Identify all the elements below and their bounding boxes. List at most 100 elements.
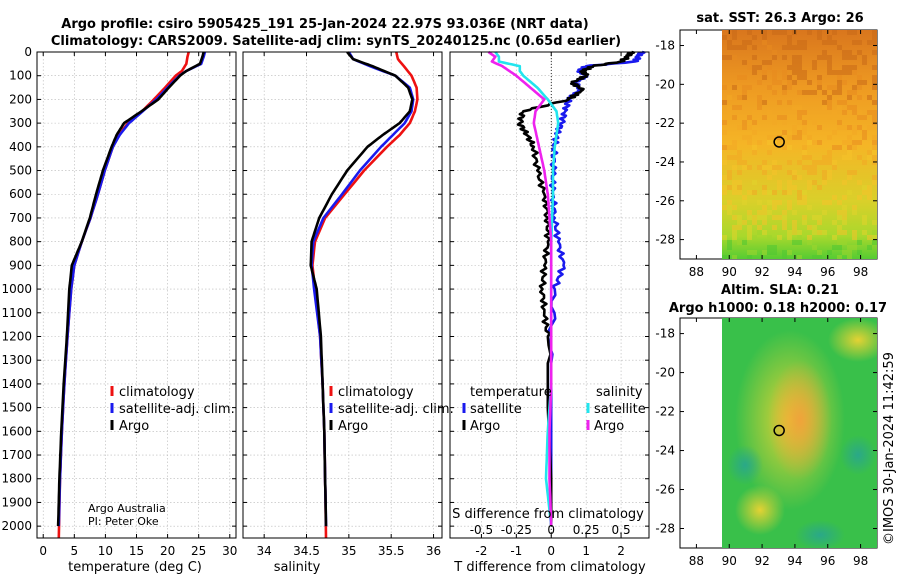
sst-pixel <box>762 70 767 75</box>
sst-pixel <box>827 55 832 60</box>
sst-pixel <box>797 60 802 65</box>
sst-pixel <box>837 210 842 215</box>
sst-pixel <box>757 210 762 215</box>
map-x-tick-label: 98 <box>853 554 868 568</box>
y-tick-label: 1500 <box>1 401 32 415</box>
sst-pixel <box>742 160 747 165</box>
y-tick-label: 400 <box>9 140 32 154</box>
sst-pixel <box>797 230 802 235</box>
sst-pixel <box>767 135 772 140</box>
sst-pixel <box>787 190 792 195</box>
sst-pixel <box>787 170 792 175</box>
sst-pixel <box>752 130 757 135</box>
sst-pixel <box>852 30 857 35</box>
sst-pixel <box>822 100 827 105</box>
sst-pixel <box>767 210 772 215</box>
sst-pixel <box>737 240 742 245</box>
sst-pixel <box>847 150 852 155</box>
s-tick-label: 0 <box>547 523 555 537</box>
sst-pixel <box>742 85 747 90</box>
sst-pixel <box>872 150 877 155</box>
temperature-panel: 0 5 10 15 20 25 300100200300400500600700800900… <box>1 45 237 558</box>
sst-pixel <box>807 240 812 245</box>
legend-label-argo: Argo <box>338 419 368 434</box>
sst-pixel <box>807 225 812 230</box>
sst-pixel <box>797 55 802 60</box>
x-tick-label: 25 <box>191 544 206 558</box>
sst-pixel <box>817 80 822 85</box>
legend-title-temperature: temperature <box>470 385 552 400</box>
sst-pixel <box>822 160 827 165</box>
sst-pixel <box>842 80 847 85</box>
sst-pixel <box>827 70 832 75</box>
map-x-tick-label: 94 <box>787 554 802 568</box>
sst-pixel <box>872 240 877 245</box>
sst-pixel <box>837 240 842 245</box>
sst-pixel <box>722 130 727 135</box>
sst-pixel <box>822 210 827 215</box>
sst-pixel <box>732 55 737 60</box>
sst-pixel <box>807 205 812 210</box>
sst-pixel <box>782 215 787 220</box>
sst-pixel <box>792 170 797 175</box>
sst-pixel <box>817 75 822 80</box>
sst-pixel <box>802 130 807 135</box>
sst-pixel <box>852 65 857 70</box>
sst-pixel <box>792 225 797 230</box>
sst-pixel <box>817 35 822 40</box>
sst-pixel <box>782 75 787 80</box>
sst-pixel <box>862 230 867 235</box>
sst-pixel <box>847 140 852 145</box>
sst-pixel <box>722 120 727 125</box>
sst-pixel <box>842 50 847 55</box>
sst-pixel <box>837 90 842 95</box>
sst-pixel <box>837 145 842 150</box>
y-tick-label: 1700 <box>1 448 32 462</box>
series-s-argo <box>487 50 553 527</box>
sst-pixel <box>842 55 847 60</box>
sst-pixel <box>792 135 797 140</box>
sst-pixel <box>787 35 792 40</box>
sst-pixel <box>797 115 802 120</box>
sst-pixel <box>757 165 762 170</box>
sst-pixel <box>837 120 842 125</box>
sst-pixel <box>842 250 847 255</box>
map-x-tick-label: 88 <box>689 554 704 568</box>
sst-pixel <box>767 245 772 250</box>
sst-pixel <box>777 30 782 35</box>
sst-pixel <box>792 230 797 235</box>
sst-pixel <box>797 175 802 180</box>
sst-pixel <box>787 100 792 105</box>
sst-pixel <box>732 145 737 150</box>
sst-pixel <box>722 235 727 240</box>
sst-pixel <box>787 40 792 45</box>
sst-pixel <box>722 185 727 190</box>
sst-pixel <box>832 70 837 75</box>
sst-pixel <box>727 145 732 150</box>
sst-pixel <box>847 155 852 160</box>
sla-map: 88 90 92 94 96 98 -18 -20 -22 -24 -26 -28 <box>655 317 878 568</box>
sst-pixel <box>792 80 797 85</box>
sst-pixel <box>852 70 857 75</box>
salinity-legend: climatology satellite-adj. clim. Argo <box>329 385 454 434</box>
sst-pixel <box>762 170 767 175</box>
sst-pixel <box>797 70 802 75</box>
sst-pixel <box>867 40 872 45</box>
sla-map-yellow-patch <box>735 485 785 535</box>
sst-pixel <box>817 255 822 259</box>
sst-pixel <box>807 170 812 175</box>
sst-pixel <box>847 55 852 60</box>
sst-pixel <box>837 115 842 120</box>
sst-pixel <box>817 30 822 35</box>
sst-pixel <box>842 230 847 235</box>
sst-pixel <box>777 235 782 240</box>
sst-pixel <box>802 165 807 170</box>
sst-pixel <box>837 245 842 250</box>
sst-argo-position-marker <box>773 136 785 148</box>
sst-pixel <box>857 80 862 85</box>
sst-pixel <box>807 30 812 35</box>
sst-pixel <box>737 220 742 225</box>
sst-pixel <box>722 100 727 105</box>
sst-pixel <box>857 125 862 130</box>
sst-pixel <box>767 235 772 240</box>
